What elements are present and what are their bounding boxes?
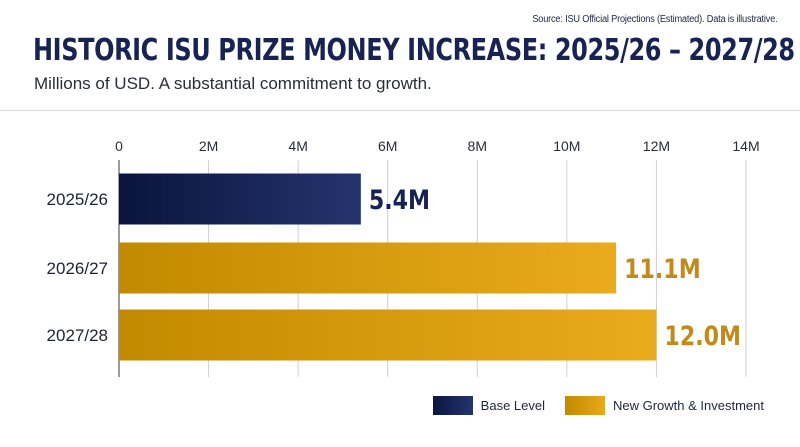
x-tick-label: 6M xyxy=(378,138,397,154)
bar xyxy=(119,309,657,361)
x-tick-label: 4M xyxy=(288,138,307,154)
x-tick-label: 12M xyxy=(643,138,670,154)
bar xyxy=(119,242,617,294)
legend-item-growth: New Growth & Investment xyxy=(565,396,764,415)
x-tick-label: 0 xyxy=(115,138,123,154)
x-tick-label: 14M xyxy=(732,138,759,154)
header-divider xyxy=(0,110,800,111)
source-note: Source: ISU Official Projections (Estima… xyxy=(532,14,778,25)
category-label: 2027/28 xyxy=(47,326,108,345)
data-label: 11.1M xyxy=(624,253,701,285)
chart-title: HISTORIC ISU PRIZE MONEY INCREASE: 2025/… xyxy=(33,33,795,68)
x-tick-label: 10M xyxy=(553,138,580,154)
bar xyxy=(119,173,361,225)
x-tick-label: 8M xyxy=(468,138,487,154)
chart-subtitle: Millions of USD. A substantial commitmen… xyxy=(34,74,432,93)
legend-label-growth: New Growth & Investment xyxy=(613,398,764,413)
legend-item-base: Base Level xyxy=(432,396,545,415)
category-label: 2025/26 xyxy=(47,190,108,209)
legend: Base Level New Growth & Investment xyxy=(432,396,764,415)
category-label: 2026/27 xyxy=(47,259,108,278)
data-label: 5.4M xyxy=(369,184,430,216)
legend-label-base: Base Level xyxy=(480,398,545,413)
legend-swatch-base xyxy=(432,396,473,415)
data-label: 12.0M xyxy=(664,320,741,352)
x-tick-label: 2M xyxy=(199,138,218,154)
legend-swatch-growth xyxy=(565,396,605,415)
